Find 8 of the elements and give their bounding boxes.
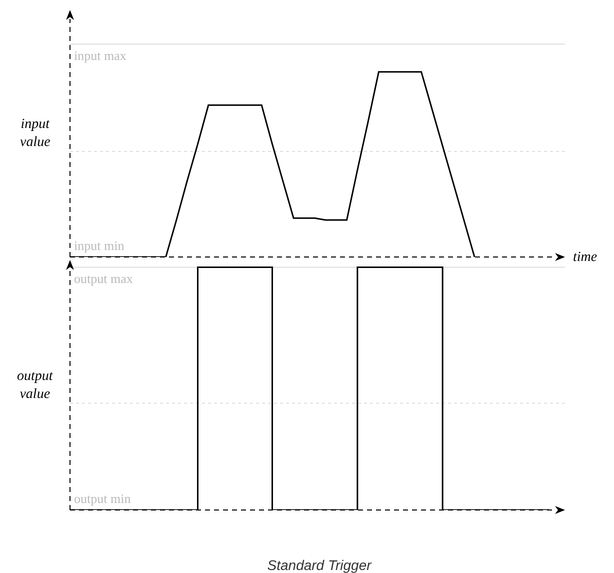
- y-axis-title: output value: [17, 369, 54, 402]
- ref-line-label: output max: [74, 271, 134, 286]
- text: Standard Trigger: [267, 557, 373, 573]
- annotation: output min: [74, 491, 132, 506]
- annotation: input min: [74, 238, 125, 253]
- y-axis-title: input value: [20, 117, 51, 150]
- ref-line-label: input max: [74, 48, 127, 63]
- x-axis-title: time: [573, 250, 598, 265]
